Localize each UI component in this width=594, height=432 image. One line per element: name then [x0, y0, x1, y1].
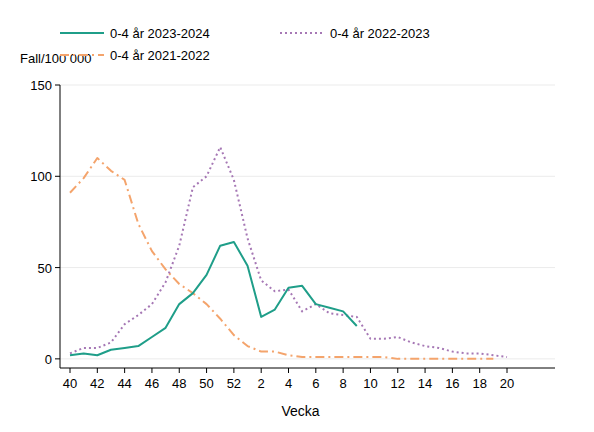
y-tick-label: 150 [30, 78, 52, 93]
x-tick-label: 44 [117, 376, 131, 391]
y-axis [60, 85, 61, 368]
x-tick-label: 8 [340, 376, 347, 391]
x-tick-label: 6 [312, 376, 319, 391]
x-tick [206, 368, 207, 373]
x-tick-label: 42 [90, 376, 104, 391]
x-tick [452, 368, 453, 373]
x-tick [425, 368, 426, 373]
y-tick [55, 358, 60, 359]
x-tick [479, 368, 480, 373]
y-tick-label: 50 [38, 261, 52, 276]
x-tick-label: 52 [227, 376, 241, 391]
y-tick-label: 100 [30, 169, 52, 184]
y-tick-label: 0 [45, 352, 52, 367]
x-tick [233, 368, 234, 373]
x-tick-label: 10 [363, 376, 377, 391]
x-tick-label: 2 [258, 376, 265, 391]
x-axis-label: Vecka [281, 403, 319, 419]
y-tick [55, 176, 60, 177]
grid-line [60, 176, 555, 177]
y-axis-label: Fall/100 000 [20, 51, 92, 66]
legend-label: 0-4 år 2023-2024 [110, 26, 210, 41]
x-tick [124, 368, 125, 373]
x-tick [315, 368, 316, 373]
x-tick-label: 4 [285, 376, 292, 391]
x-tick [261, 368, 262, 373]
x-tick-label: 50 [199, 376, 213, 391]
grid-line [60, 267, 555, 268]
x-tick-label: 40 [63, 376, 77, 391]
legend-swatch [60, 32, 104, 34]
series-line [70, 147, 507, 357]
x-tick [397, 368, 398, 373]
x-tick [343, 368, 344, 373]
x-tick [151, 368, 152, 373]
x-tick-label: 48 [172, 376, 186, 391]
x-tick-label: 12 [391, 376, 405, 391]
legend-swatch [60, 54, 104, 56]
y-tick [55, 267, 60, 268]
grid-line [60, 85, 555, 86]
lines [70, 147, 507, 359]
x-tick [70, 368, 71, 373]
x-tick-label: 14 [418, 376, 432, 391]
y-tick [55, 85, 60, 86]
x-tick-label: 18 [472, 376, 486, 391]
series-line [70, 158, 493, 359]
x-tick [288, 368, 289, 373]
series-line [70, 242, 357, 355]
legend-swatch [280, 32, 324, 34]
x-tick [507, 368, 508, 373]
legend-label: 0-4 år 2021-2022 [110, 48, 210, 63]
x-tick [179, 368, 180, 373]
x-tick-label: 20 [500, 376, 514, 391]
x-tick [97, 368, 98, 373]
legend-label: 0-4 år 2022-2023 [330, 26, 430, 41]
x-tick-label: 16 [445, 376, 459, 391]
x-axis [60, 368, 555, 369]
x-tick-label: 46 [145, 376, 159, 391]
x-tick [370, 368, 371, 373]
chart: 050100150404244464850522468101214161820F… [0, 0, 594, 432]
